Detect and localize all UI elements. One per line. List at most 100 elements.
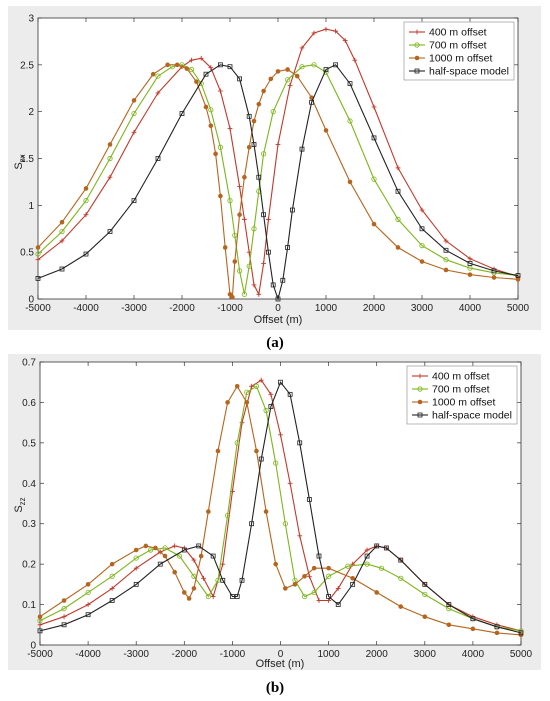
data-point [316, 598, 322, 603]
data-point [422, 614, 428, 619]
x-tick-label: -5000 [25, 303, 51, 314]
data-point [273, 460, 279, 466]
data-point [59, 219, 65, 225]
x-tick-label: -1000 [220, 649, 246, 660]
data-point [215, 448, 221, 454]
data-point [189, 66, 195, 73]
y-tick-label: 0.3 [22, 519, 36, 530]
y-tick-label: 3 [28, 14, 34, 25]
data-point [143, 543, 149, 549]
series-line [39, 385, 522, 632]
data-point [261, 261, 266, 266]
y-tick-label: 0.1 [22, 600, 36, 611]
legend-label: 700 m offset [429, 40, 487, 52]
y-tick-label: 0.7 [22, 358, 36, 369]
data-point [133, 547, 139, 553]
data-point [131, 129, 137, 135]
data-point [59, 266, 65, 272]
data-point [227, 64, 233, 70]
series-line [37, 64, 519, 295]
data-point [37, 628, 43, 634]
data-point [35, 251, 41, 257]
data-point [107, 142, 113, 147]
data-point [249, 383, 255, 389]
data-point [297, 533, 303, 539]
data-point [323, 128, 329, 133]
data-point [254, 448, 259, 454]
data-point [237, 184, 242, 189]
panel-b-x-axis-label: Offset (m) [256, 658, 305, 670]
data-point [268, 391, 274, 397]
data-point [109, 598, 115, 603]
data-point [323, 67, 329, 72]
data-point [311, 62, 317, 68]
y-tick-label: 0.5 [20, 248, 34, 259]
data-point [270, 109, 276, 115]
data-point [174, 62, 180, 68]
data-point [446, 602, 452, 607]
data-point [265, 249, 271, 255]
data-point [218, 88, 223, 94]
data-point [131, 110, 137, 117]
y-tick-label: 0.4 [22, 479, 36, 490]
data-point [133, 565, 139, 571]
data-point [222, 245, 228, 250]
data-point [364, 561, 370, 567]
data-point [299, 64, 305, 70]
data-point [263, 509, 269, 514]
data-point [275, 142, 281, 147]
data-point [210, 553, 216, 559]
data-point [282, 521, 288, 527]
data-point [292, 582, 298, 587]
data-point [285, 245, 291, 250]
x-tick-label: -3000 [123, 649, 149, 660]
data-point [333, 28, 338, 34]
data-point [203, 71, 209, 77]
data-point [335, 586, 341, 591]
data-point [256, 101, 262, 107]
panel-a-chart: -5000 -4000 -3000 -2000 -1000 0 1000 2000 3000 40… [8, 6, 541, 330]
data-point [224, 513, 231, 519]
data-point [225, 400, 230, 405]
data-point [443, 238, 449, 244]
y-tick-label: 0 [28, 295, 34, 306]
data-point [191, 586, 197, 591]
y-tick-label: 1.5 [20, 154, 34, 165]
y-tick-label: 1 [28, 201, 34, 212]
data-point [133, 581, 139, 587]
x-tick-label: -3000 [121, 303, 147, 314]
data-point [83, 251, 89, 257]
data-point [491, 268, 497, 274]
legend-label: 400 m offset [429, 27, 487, 39]
x-tick-label: 1000 [315, 303, 338, 314]
legend-marker [414, 29, 420, 35]
data-point [61, 614, 67, 620]
data-point [191, 557, 197, 563]
data-point [109, 561, 115, 567]
data-point [467, 265, 473, 271]
data-point [253, 383, 260, 389]
data-point [345, 563, 351, 569]
data-point [213, 151, 218, 157]
data-point [371, 221, 377, 227]
data-point [467, 272, 473, 277]
data-point [289, 207, 295, 213]
data-point [494, 630, 500, 636]
data-point [155, 73, 161, 79]
legend-marker [414, 68, 420, 74]
data-point [446, 622, 452, 628]
legend-label: 400 m offset [432, 371, 490, 383]
data-point [242, 174, 247, 180]
data-point [61, 622, 67, 628]
x-tick-label: 4000 [459, 303, 482, 314]
data-point [232, 259, 238, 264]
data-point [234, 383, 240, 389]
data-point [109, 573, 115, 579]
data-point [398, 557, 404, 563]
data-point [208, 107, 214, 113]
data-point [150, 71, 156, 77]
data-point [208, 123, 214, 129]
data-point [155, 156, 161, 161]
data-point [194, 79, 199, 84]
